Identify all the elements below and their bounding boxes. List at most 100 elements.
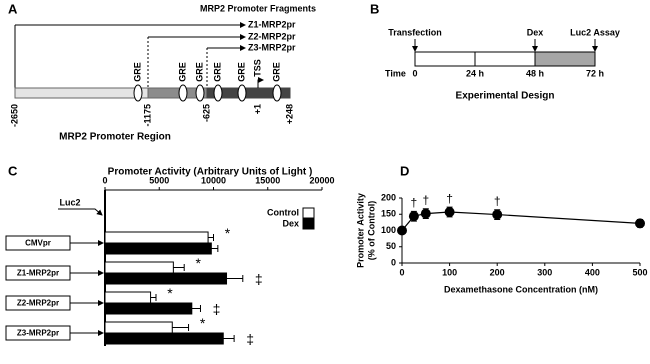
time-tick: 24 h xyxy=(466,68,484,78)
data-point xyxy=(408,211,419,222)
time-label: Time xyxy=(385,68,406,78)
y-tick-label: 150 xyxy=(381,209,396,219)
y-axis-label: Promoter Activity xyxy=(355,193,365,268)
y-tick-label: Z2-MRP2pr xyxy=(17,299,59,308)
data-point xyxy=(420,208,431,219)
legend-label: Dex xyxy=(282,218,299,228)
position-label: -625 xyxy=(201,104,211,122)
significance-marker: * xyxy=(200,315,206,331)
y-tick-label: 50 xyxy=(386,241,396,251)
error-bar xyxy=(150,294,157,301)
x-tick-label: 5000 xyxy=(149,175,169,185)
panel-label: D xyxy=(400,163,409,178)
gre-element xyxy=(178,84,188,102)
fragment-label: Z2-MRP2pr xyxy=(248,31,296,41)
diagram-caption: MRP2 Promoter Region xyxy=(59,132,171,143)
time-tick: 72 h xyxy=(586,68,604,78)
time-tick: 48 h xyxy=(526,68,544,78)
position-label: -1175 xyxy=(142,104,152,127)
error-bar xyxy=(173,264,185,271)
diagram-caption: Experimental Design xyxy=(456,91,555,102)
y-tick-label: 0 xyxy=(391,257,396,267)
x-tick-label: 100 xyxy=(442,267,457,277)
x-tick-label: 20000 xyxy=(309,175,334,185)
bar xyxy=(104,302,193,315)
significance-marker: * xyxy=(195,255,201,271)
significance-marker: * xyxy=(167,285,173,301)
bar xyxy=(104,261,174,274)
reference-label: Luc2 xyxy=(59,197,80,207)
data-point xyxy=(444,206,455,217)
bar xyxy=(104,332,224,345)
gre-element xyxy=(272,84,282,102)
gre-element xyxy=(213,84,223,102)
x-tick-label: 400 xyxy=(585,267,600,277)
bar xyxy=(104,321,173,334)
reference-arrow xyxy=(58,208,103,216)
gre-element xyxy=(133,84,143,102)
significance-marker: † xyxy=(494,194,501,208)
bar xyxy=(104,291,152,304)
gre-label: GRE xyxy=(271,62,281,82)
diagram-title: MRP2 Promoter Fragments xyxy=(200,3,316,13)
x-tick-label: 300 xyxy=(537,267,552,277)
gre-label: GRE xyxy=(132,62,142,82)
data-point xyxy=(397,225,407,236)
significance-marker: † xyxy=(422,193,429,207)
gre-label: GRE xyxy=(212,62,222,82)
x-tick-label: 10000 xyxy=(201,175,226,185)
position-label: +248 xyxy=(284,104,294,124)
y-tick-label: Z1-MRP2pr xyxy=(17,269,59,278)
panel-label: C xyxy=(8,163,18,178)
x-tick-label: 0 xyxy=(102,175,107,185)
gre-label: GRE xyxy=(177,62,187,82)
fragment-label: Z3-MRP2pr xyxy=(248,42,296,52)
bar xyxy=(104,231,209,244)
event-label: Dex xyxy=(527,27,544,37)
y-tick-label: Z3-MRP2pr xyxy=(17,329,59,338)
error-bar xyxy=(172,324,190,331)
gre-label: GRE xyxy=(194,62,204,82)
legend-swatch xyxy=(302,218,315,230)
significance-marker: † xyxy=(411,195,418,209)
position-label: +1 xyxy=(252,104,262,114)
legend-label: Control xyxy=(267,207,299,217)
bar xyxy=(104,272,228,285)
y-tick-label: CMVpr xyxy=(25,239,51,248)
panel-label: B xyxy=(370,1,379,16)
x-tick-label: 0 xyxy=(399,267,404,277)
event-label: Luc2 Assay xyxy=(570,27,620,37)
significance-marker: ‡ xyxy=(255,271,263,287)
significance-marker: ‡ xyxy=(213,301,221,317)
position-label: -2650 xyxy=(9,104,19,127)
promoter-segment xyxy=(206,87,291,99)
y-tick-label: 100 xyxy=(381,225,396,235)
legend-swatch xyxy=(302,207,315,219)
error-bar xyxy=(208,234,214,241)
gre-element xyxy=(237,84,247,102)
x-tick-label: 200 xyxy=(490,267,505,277)
data-point xyxy=(492,209,503,220)
bar xyxy=(104,242,212,255)
gre-element xyxy=(195,84,205,102)
error-bar xyxy=(226,275,244,282)
error-bar xyxy=(223,335,235,342)
time-tick: 0 xyxy=(412,68,417,78)
x-tick-label: 15000 xyxy=(255,175,280,185)
data-point xyxy=(635,218,645,229)
x-tick-label: 500 xyxy=(632,267,647,277)
significance-marker: † xyxy=(446,191,453,205)
chart-title: Promoter Activity (Arbitrary Units of Li… xyxy=(108,167,313,178)
y-axis-label: (% of Control) xyxy=(366,201,376,260)
y-tick-label: 200 xyxy=(381,192,396,202)
x-axis-label: Dexamethasone Concentration (nM) xyxy=(444,284,598,294)
significance-marker: ‡ xyxy=(246,331,254,347)
data-line xyxy=(401,211,641,231)
timeline-box xyxy=(534,51,596,67)
error-bar xyxy=(211,245,219,252)
tss-label: TSS xyxy=(252,59,262,77)
gre-label: GRE xyxy=(236,62,246,82)
error-bar xyxy=(191,305,201,312)
